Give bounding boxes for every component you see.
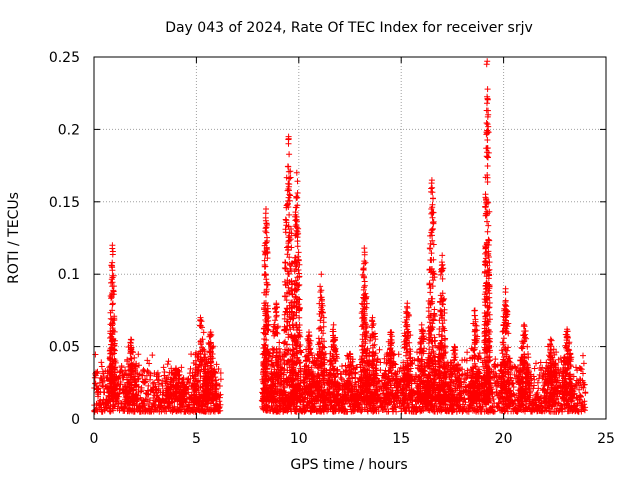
- y-tick-label: 0.05: [49, 340, 80, 356]
- data-points: [91, 58, 589, 415]
- x-tick-label: 15: [392, 431, 410, 447]
- x-tick-label: 10: [290, 431, 308, 447]
- y-tick-labels: 0 0.05 0.1 0.15 0.2 0.25: [49, 50, 80, 428]
- x-tick-label: 5: [192, 431, 201, 447]
- y-tick-label: 0: [71, 412, 80, 428]
- roti-markers: [91, 58, 589, 415]
- x-tick-label: 20: [495, 431, 513, 447]
- axis-ticks: [93, 56, 607, 420]
- plot-frame: [93, 56, 607, 420]
- x-axis-label: GPS time / hours: [290, 457, 407, 473]
- y-tick-label: 0.25: [49, 50, 80, 66]
- y-tick-label: 0.2: [58, 122, 80, 138]
- x-tick-label: 25: [597, 431, 615, 447]
- y-axis-label: ROTI / TECUs: [6, 192, 22, 284]
- chart-title: Day 043 of 2024, Rate Of TEC Index for r…: [165, 20, 533, 36]
- y-tick-label: 0.1: [58, 267, 80, 283]
- y-tick-label: 0.15: [49, 195, 80, 211]
- x-tick-labels: 0 5 10 15 20 25: [90, 431, 615, 447]
- x-tick-label: 0: [90, 431, 99, 447]
